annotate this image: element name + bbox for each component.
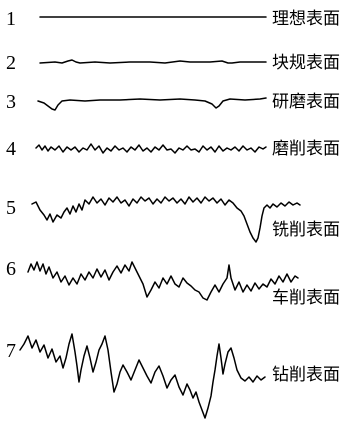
- profile-label-4: 磨削表面: [272, 139, 340, 159]
- profile-label-5: 铣削表面: [272, 220, 340, 240]
- profile-number-4: 4: [6, 138, 16, 160]
- profile-row-7: 7 钻削表面: [6, 333, 340, 419]
- profile-row-6: 6 车削表面: [6, 258, 340, 308]
- profile-line-2: [39, 59, 267, 64]
- profile-row-1: 1 理想表面: [6, 8, 340, 30]
- profile-row-4: 4 磨削表面: [6, 138, 340, 160]
- profile-number-6: 6: [6, 258, 16, 280]
- profile-line-4: [35, 143, 267, 154]
- profile-number-7: 7: [6, 340, 16, 362]
- profile-number-1: 1: [6, 8, 16, 30]
- profile-row-5: 5 铣削表面: [6, 196, 340, 243]
- profile-row-3: 3 研磨表面: [6, 91, 340, 113]
- profile-line-7: [19, 333, 266, 419]
- profile-label-2: 块规表面: [272, 53, 340, 73]
- profile-line-5: [31, 196, 301, 243]
- profile-line-3: [37, 97, 267, 111]
- profile-label-7: 钻削表面: [272, 365, 340, 385]
- profile-row-2: 2 块规表面: [6, 52, 340, 74]
- profile-label-1: 理想表面: [272, 9, 340, 29]
- profile-line-6: [27, 261, 299, 301]
- profile-number-3: 3: [6, 91, 16, 113]
- profile-label-6: 车削表面: [272, 288, 340, 308]
- profile-number-2: 2: [6, 52, 16, 74]
- profile-label-3: 研磨表面: [272, 92, 340, 112]
- profile-number-5: 5: [6, 197, 16, 219]
